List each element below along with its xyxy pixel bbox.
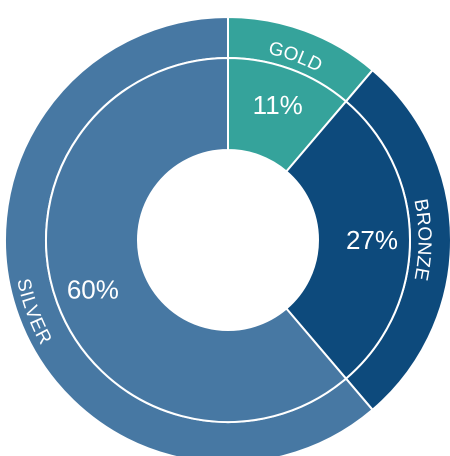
percent-labels: 11% 27% 60% bbox=[67, 90, 398, 305]
percent-label-bronze: 27% bbox=[346, 225, 398, 255]
slice-silver bbox=[45, 56, 348, 423]
outer-ring bbox=[4, 15, 450, 456]
inner-ring bbox=[45, 56, 411, 423]
percent-label-gold: 11% bbox=[253, 90, 303, 120]
percent-label-silver: 60% bbox=[67, 275, 119, 305]
slice-bronze bbox=[284, 100, 411, 380]
